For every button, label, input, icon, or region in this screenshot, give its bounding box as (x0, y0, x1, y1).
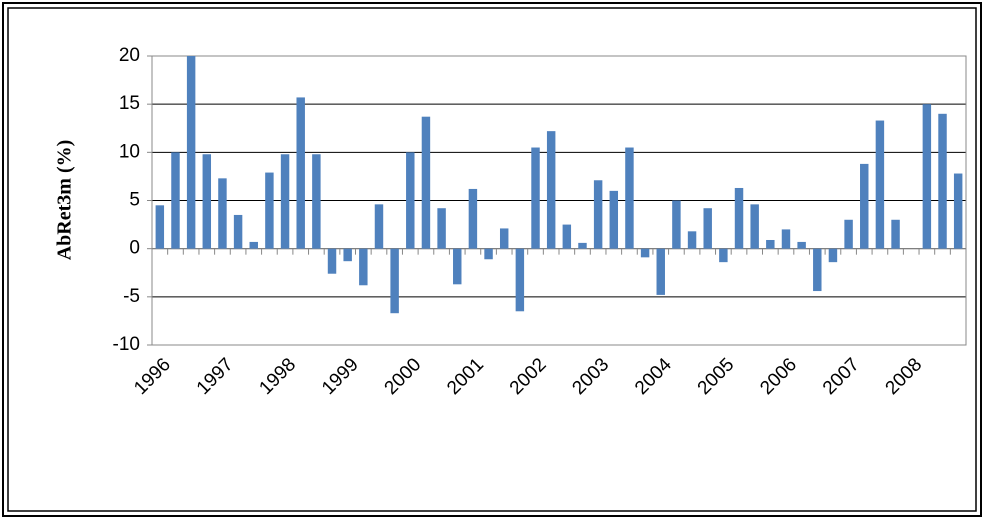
x-tick-label: 1997 (193, 354, 238, 399)
bar (703, 208, 712, 249)
y-tick-label: -5 (123, 286, 140, 307)
y-tick-label: 0 (129, 238, 140, 259)
bar (578, 242, 587, 249)
x-tick-label: 1999 (318, 354, 363, 399)
x-tick-label: 2001 (443, 354, 488, 399)
bar (155, 205, 165, 249)
bar (953, 173, 963, 249)
bar (672, 200, 681, 249)
bar (546, 131, 556, 249)
bar (844, 219, 853, 249)
bar (593, 180, 603, 249)
bar (390, 248, 399, 314)
bar (453, 248, 462, 285)
bar (734, 187, 744, 249)
bar (750, 204, 759, 249)
bar (312, 154, 321, 249)
bar (171, 152, 180, 249)
frame-inner (7, 7, 977, 512)
bar (437, 208, 446, 249)
x-tick-label: 2004 (631, 354, 676, 399)
bar (938, 113, 947, 249)
bar (265, 172, 274, 249)
bar (484, 248, 493, 260)
bar (218, 178, 227, 249)
bar (875, 120, 885, 249)
bar (186, 56, 196, 249)
frame-outer (2, 2, 982, 517)
x-tick-label: 2003 (568, 354, 613, 399)
bar (468, 188, 478, 249)
bar (359, 248, 368, 286)
bar (562, 224, 572, 249)
y-tick-label: 10 (119, 141, 140, 162)
bar (609, 190, 619, 249)
bar (202, 154, 212, 249)
bar (656, 248, 665, 295)
bar (625, 147, 634, 249)
y-tick-label: 15 (119, 93, 140, 114)
bar (515, 248, 525, 312)
plot-border (151, 55, 967, 346)
bar (687, 231, 697, 249)
y-tick-label: 5 (129, 190, 140, 211)
bar (828, 248, 838, 263)
bar (766, 239, 775, 249)
x-tick-label: 2000 (381, 354, 426, 399)
bar (640, 248, 650, 258)
x-tick-label: 2002 (506, 354, 551, 399)
bar (249, 241, 258, 249)
bar (406, 152, 415, 249)
bar (343, 248, 352, 262)
bar (891, 219, 900, 249)
bar (860, 163, 869, 249)
bar (719, 248, 728, 263)
y-tick-label: 20 (119, 45, 140, 66)
bar (233, 214, 243, 249)
bar (296, 97, 305, 249)
y-tick-label: -10 (113, 334, 140, 355)
x-tick-label: 1998 (255, 354, 300, 399)
bar (797, 241, 806, 249)
x-tick-label: 1996 (130, 354, 175, 399)
y-axis-label: AbRet3m (%) (54, 140, 76, 261)
bar (374, 204, 384, 249)
bar (813, 248, 822, 292)
bar (421, 116, 431, 249)
x-tick-label: 2008 (882, 354, 927, 399)
bar (922, 104, 932, 249)
bar (327, 248, 337, 274)
bar (280, 154, 290, 249)
bar (499, 228, 509, 249)
x-tick-label: 2007 (819, 354, 864, 399)
bar (531, 147, 540, 249)
x-tick-label: 2006 (756, 354, 801, 399)
x-tick-label: 2005 (694, 354, 739, 399)
bar (781, 229, 791, 249)
